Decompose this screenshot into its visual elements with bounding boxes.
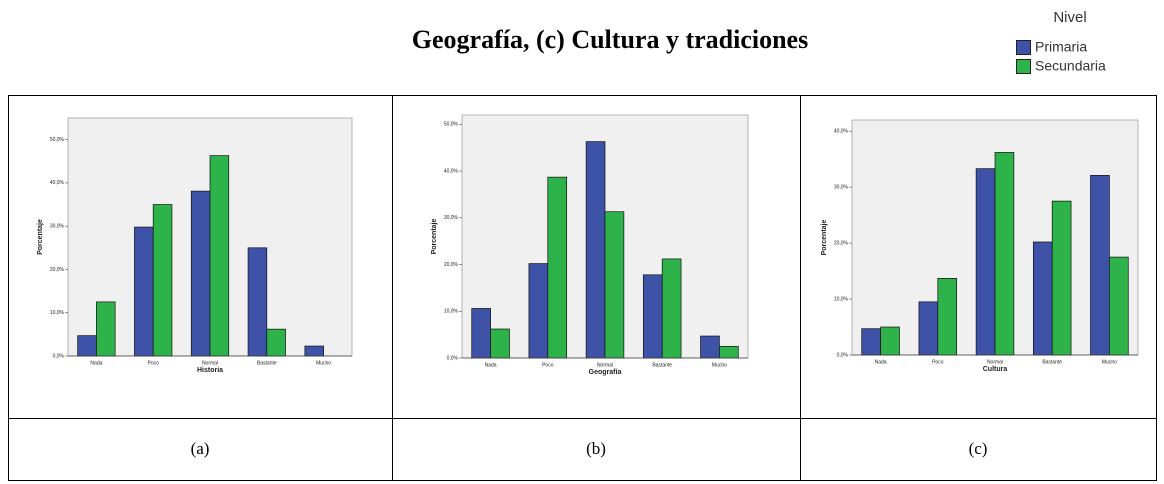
y-tick-label: 0,0% xyxy=(837,352,849,358)
bar xyxy=(642,274,663,359)
bar xyxy=(719,345,739,359)
y-tick-label: 30,0% xyxy=(444,215,459,221)
legend-swatch xyxy=(1016,40,1031,55)
y-tick-label: 10,0% xyxy=(444,309,459,315)
bar xyxy=(1051,200,1072,356)
y-tick-label: 40,0% xyxy=(50,180,65,186)
x-axis-title: Historia xyxy=(197,367,223,374)
x-tick-label: Normal xyxy=(202,360,218,366)
bar xyxy=(880,326,900,356)
y-tick-label: 10,0% xyxy=(834,296,849,302)
table-frame xyxy=(8,95,1157,481)
y-tick-label: 20,0% xyxy=(834,240,849,246)
bar xyxy=(661,258,682,359)
bar xyxy=(547,176,568,359)
caption: (a) xyxy=(191,439,210,458)
bar xyxy=(585,141,606,359)
y-tick-label: 40,0% xyxy=(444,168,459,174)
legend-swatch xyxy=(1016,59,1031,74)
caption: (c) xyxy=(969,439,988,458)
legend-label: Secundaria xyxy=(1035,58,1106,74)
x-axis-title: Cultura xyxy=(983,366,1008,373)
x-tick-label: Nada xyxy=(875,359,887,365)
x-tick-label: Normal xyxy=(987,359,1003,365)
x-axis-title: Geografía xyxy=(589,369,622,376)
x-tick-label: Nada xyxy=(90,360,102,366)
x-tick-label: Poco xyxy=(542,362,554,368)
x-tick-label: Nada xyxy=(485,362,497,368)
bar xyxy=(1109,256,1129,356)
bar xyxy=(77,335,97,357)
bar xyxy=(266,328,286,357)
bar xyxy=(994,152,1015,356)
x-tick-label: Mucho xyxy=(316,360,331,366)
caption: (b) xyxy=(586,439,606,458)
bar xyxy=(700,335,720,359)
y-tick-label: 10,0% xyxy=(50,310,65,316)
table-borders xyxy=(8,95,1157,481)
bar xyxy=(1032,241,1053,356)
y-axis-title: Porcentaje xyxy=(431,218,438,254)
x-tick-label: Bastante xyxy=(652,362,672,368)
bar xyxy=(471,308,491,359)
y-tick-label: 30,0% xyxy=(834,184,849,190)
x-tick-label: Mucho xyxy=(712,362,727,368)
bar xyxy=(134,226,154,357)
y-axis-title: Porcentaje xyxy=(37,219,44,255)
bar xyxy=(528,263,549,359)
y-tick-label: 40,0% xyxy=(834,129,849,135)
bar xyxy=(1090,175,1110,356)
x-tick-label: Poco xyxy=(932,359,944,365)
y-axis-title: Porcentaje xyxy=(821,219,828,255)
bar xyxy=(190,190,211,357)
bar xyxy=(937,277,958,356)
bar xyxy=(861,328,881,356)
legend-title: Nivel xyxy=(1053,9,1086,26)
bar xyxy=(975,168,996,356)
bar xyxy=(247,247,268,357)
x-tick-label: Bastante xyxy=(257,360,277,366)
bar xyxy=(490,328,510,359)
figure-title: Geografía, (c) Cultura y tradiciones xyxy=(412,25,808,54)
y-tick-label: 30,0% xyxy=(50,224,65,230)
bar xyxy=(918,301,939,356)
x-tick-label: Mucho xyxy=(1102,359,1117,365)
y-tick-label: 50,0% xyxy=(50,137,65,143)
y-tick-label: 20,0% xyxy=(444,262,459,268)
x-tick-label: Poco xyxy=(147,360,159,366)
bar xyxy=(209,155,230,357)
y-tick-label: 0,0% xyxy=(53,353,65,359)
legend-label: Primaria xyxy=(1035,39,1087,55)
bar xyxy=(96,301,116,357)
bar xyxy=(604,211,625,359)
bar xyxy=(152,204,173,357)
y-tick-label: 0,0% xyxy=(447,355,459,361)
bar xyxy=(304,345,324,357)
x-tick-label: Bastante xyxy=(1042,359,1062,365)
y-tick-label: 50,0% xyxy=(444,122,459,128)
y-tick-label: 20,0% xyxy=(50,267,65,273)
x-tick-label: Normal xyxy=(597,362,613,368)
